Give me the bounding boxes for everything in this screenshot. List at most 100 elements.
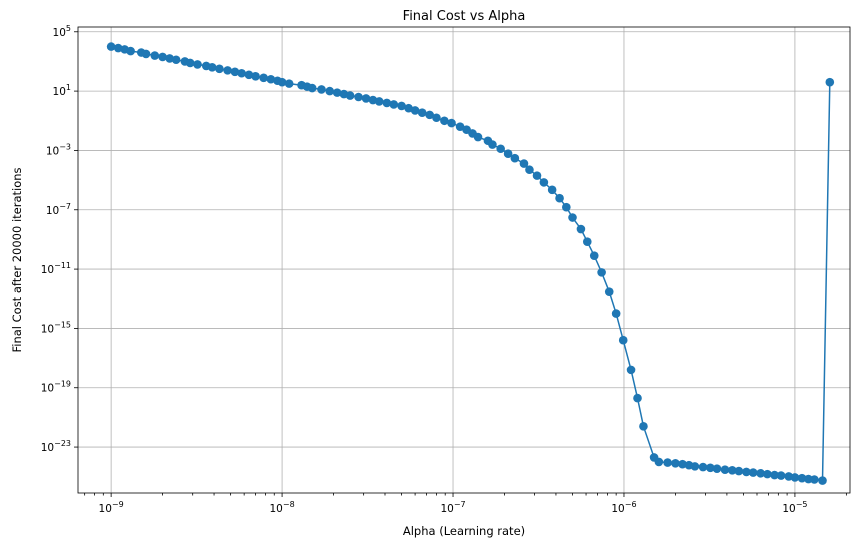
data-point xyxy=(790,473,800,482)
data-point xyxy=(215,64,224,74)
data-point xyxy=(706,463,715,473)
data-point xyxy=(633,393,642,403)
y-tick-label: 10−23 xyxy=(41,439,71,454)
data-point xyxy=(810,475,819,484)
data-point xyxy=(266,74,276,84)
data-point xyxy=(361,94,371,103)
data-point xyxy=(150,51,160,60)
y-tick-label: 101 xyxy=(53,83,71,98)
data-point xyxy=(244,70,254,80)
data-point xyxy=(417,108,427,117)
data-point xyxy=(404,103,413,113)
data-point xyxy=(425,110,434,120)
data-point xyxy=(374,97,384,106)
data-point xyxy=(325,86,335,96)
data-point xyxy=(818,476,827,485)
data-point xyxy=(171,55,181,65)
data-point xyxy=(251,71,260,81)
data-point xyxy=(382,98,392,108)
data-point xyxy=(690,462,700,471)
x-tick-label: 10−8 xyxy=(269,500,294,515)
data-point xyxy=(720,465,730,474)
x-tick-label: 10−9 xyxy=(99,500,124,515)
data-point xyxy=(539,178,549,187)
data-point xyxy=(185,58,195,68)
data-point xyxy=(763,469,772,479)
data-point xyxy=(582,237,592,247)
data-point xyxy=(568,213,577,222)
data-point xyxy=(525,165,534,175)
data-point xyxy=(307,83,317,93)
data-point xyxy=(756,469,765,478)
y-tick-label: 105 xyxy=(53,24,71,39)
data-point xyxy=(734,466,744,476)
data-point xyxy=(237,68,246,78)
data-point xyxy=(748,468,758,477)
data-point xyxy=(626,365,636,375)
data-point xyxy=(519,159,529,168)
data-point xyxy=(496,144,505,154)
y-tick-label: 10−15 xyxy=(41,320,71,335)
data-point xyxy=(317,85,326,94)
data-point xyxy=(639,422,648,431)
data-point xyxy=(354,92,363,102)
data-point xyxy=(207,63,217,72)
data-point xyxy=(259,73,268,83)
chart-title: Final Cost vs Alpha xyxy=(403,9,526,24)
data-point xyxy=(555,193,564,203)
plot-area xyxy=(77,26,851,494)
data-point xyxy=(503,149,513,159)
data-point xyxy=(611,309,621,318)
data-point xyxy=(389,100,399,109)
data-point xyxy=(488,140,497,149)
data-point xyxy=(432,113,441,123)
data-point xyxy=(141,49,151,59)
data-point xyxy=(410,106,420,115)
data-point xyxy=(113,43,123,53)
data-point xyxy=(698,462,708,472)
data-point xyxy=(106,42,116,51)
data-point xyxy=(604,287,614,296)
data-point xyxy=(510,153,520,163)
data-point xyxy=(332,88,342,97)
y-tick-label: 10−19 xyxy=(41,380,71,395)
data-point xyxy=(825,77,835,87)
data-point xyxy=(770,470,779,480)
y-tick-label: 10−11 xyxy=(41,261,71,276)
data-point xyxy=(576,224,586,234)
data-point xyxy=(654,457,664,467)
axis-ticks: 10−9 10−8 10−7 10−6 10−5 105 101 10−3 10−7 10−11 1… xyxy=(41,24,847,515)
data-point xyxy=(562,202,571,212)
data-point xyxy=(440,116,449,126)
data-point xyxy=(455,122,465,131)
data-point xyxy=(284,79,294,88)
series-line xyxy=(110,45,831,482)
series-cost xyxy=(106,42,835,485)
data-point xyxy=(165,54,174,63)
data-point xyxy=(193,60,202,69)
x-tick-label: 10−5 xyxy=(782,500,807,515)
y-tick-label: 10−7 xyxy=(46,202,71,217)
data-point xyxy=(597,268,606,277)
data-point xyxy=(230,67,240,77)
data-point xyxy=(742,467,751,477)
data-point xyxy=(776,471,786,480)
grid-lines xyxy=(78,27,850,493)
data-point xyxy=(663,458,672,467)
data-point xyxy=(547,185,557,195)
x-axis-label: Alpha (Learning rate) xyxy=(403,524,525,538)
data-point xyxy=(589,251,599,260)
data-point xyxy=(797,473,807,483)
data-point xyxy=(532,171,542,180)
data-point xyxy=(678,459,687,469)
data-point xyxy=(158,52,167,62)
x-tick-label: 10−7 xyxy=(440,500,465,515)
data-point xyxy=(712,464,722,473)
data-point xyxy=(126,46,135,56)
y-axis-label: Final Cost after 20000 iterations xyxy=(10,167,24,352)
data-point xyxy=(223,66,232,75)
data-point xyxy=(727,466,737,475)
y-tick-label: 10−3 xyxy=(46,142,71,157)
data-point xyxy=(671,459,680,468)
